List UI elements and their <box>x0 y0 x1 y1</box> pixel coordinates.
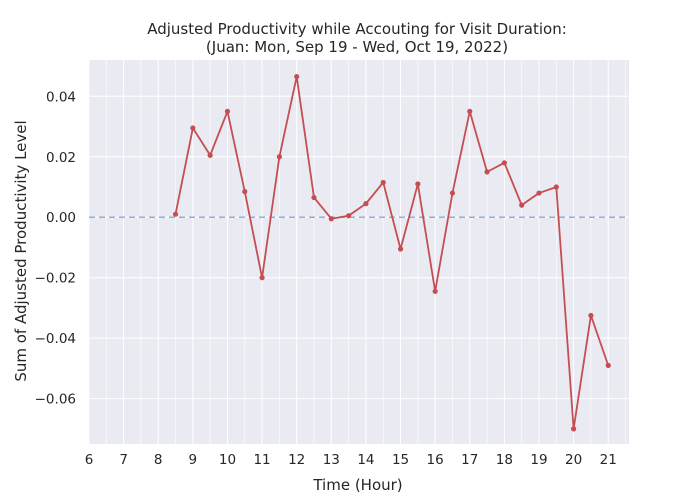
data-point <box>294 74 300 80</box>
data-point <box>553 184 559 190</box>
x-tick-label: 21 <box>600 452 617 468</box>
x-tick-label: 17 <box>461 452 478 468</box>
x-tick-labels: 6 7 8 9 10 11 12 13 14 15 16 17 18 19 20 21 <box>85 452 617 468</box>
x-tick-label: 9 <box>189 452 198 468</box>
data-point <box>242 188 248 195</box>
data-point <box>588 312 594 319</box>
data-point <box>536 190 542 196</box>
y-tick-labels: −0.06 −0.04 −0.02 0.00 0.02 0.04 <box>35 89 76 407</box>
x-axis-label: Time (Hour) <box>312 476 402 494</box>
chart-subtitle: (Juan: Mon, Sep 19 - Wed, Oct 19, 2022) <box>206 38 508 56</box>
data-point <box>380 179 386 186</box>
data-point <box>467 108 473 115</box>
data-point <box>207 152 213 158</box>
data-point <box>224 108 231 115</box>
x-tick-label: 19 <box>530 452 547 468</box>
data-point <box>501 160 507 166</box>
series-layer <box>172 74 611 432</box>
x-tick-label: 15 <box>392 452 409 468</box>
data-point <box>346 213 352 219</box>
data-point <box>484 169 490 175</box>
y-tick-label: −0.06 <box>35 392 76 408</box>
y-tick-label: −0.02 <box>35 271 76 287</box>
y-tick-label: 0.04 <box>46 89 76 105</box>
data-point <box>415 181 421 187</box>
plot-area <box>89 60 629 444</box>
x-tick-label: 6 <box>85 452 94 468</box>
data-point <box>605 362 611 368</box>
data-point <box>363 201 369 207</box>
x-tick-label: 8 <box>154 452 163 468</box>
data-point <box>259 275 265 281</box>
data-point <box>449 190 456 196</box>
x-tick-label: 12 <box>288 452 305 468</box>
x-tick-label: 10 <box>219 452 236 468</box>
series-line <box>174 75 610 430</box>
data-point <box>571 426 577 432</box>
chart-title: Adjusted Productivity while Accouting fo… <box>147 20 567 38</box>
x-tick-label: 20 <box>565 452 582 468</box>
x-tick-label: 11 <box>253 452 270 468</box>
y-tick-label: 0.02 <box>46 150 76 166</box>
x-tick-label: 18 <box>496 452 513 468</box>
y-axis-label: Sum of Adjusted Productivity Level <box>12 120 30 381</box>
data-point <box>190 125 196 131</box>
data-point <box>172 211 179 217</box>
data-point <box>519 202 525 208</box>
data-point <box>397 246 404 252</box>
data-point <box>432 288 438 294</box>
x-tick-label: 14 <box>357 452 374 468</box>
y-tick-label: 0.00 <box>46 210 76 226</box>
x-tick-label: 13 <box>323 452 340 468</box>
gridlines <box>88 60 629 444</box>
x-tick-label: 16 <box>427 452 444 468</box>
data-point <box>328 216 334 222</box>
y-tick-label: −0.04 <box>35 331 76 347</box>
x-tick-label: 7 <box>119 452 128 468</box>
data-point <box>276 154 282 160</box>
data-point <box>311 194 317 201</box>
